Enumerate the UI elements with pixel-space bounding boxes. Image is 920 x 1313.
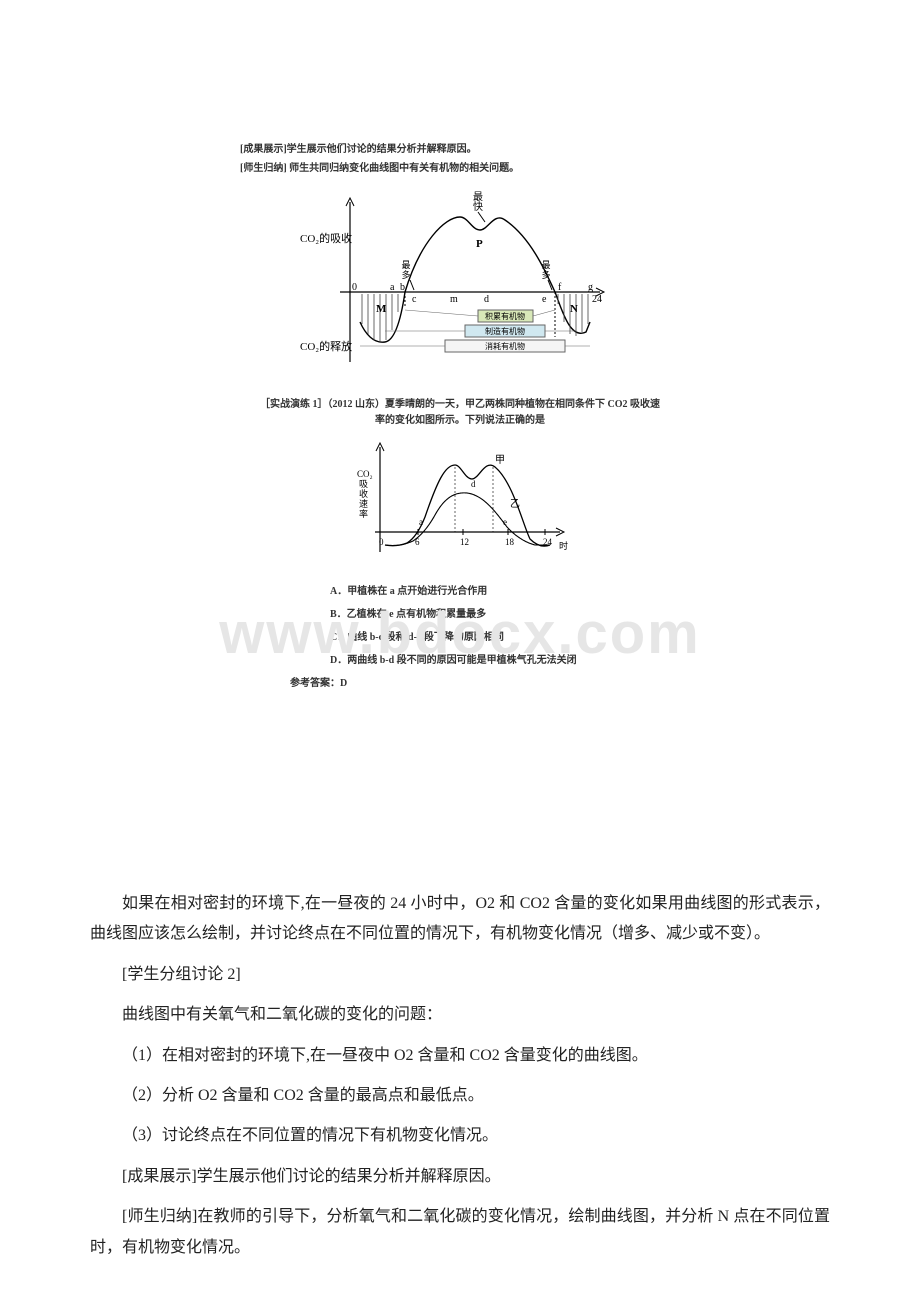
body-text: 如果在相对密封的环境下,在一昼夜的 24 小时中，O2 和 CO2 含量的变化如… bbox=[90, 889, 830, 1263]
para-3: 曲线图中有关氧气和二氧化碳的变化的问题： bbox=[90, 1000, 830, 1030]
para-8: [师生归纳]在教师的引导下，分析氧气和二氧化碳的变化情况，绘制曲线图，并分析 N… bbox=[90, 1202, 830, 1263]
fig1-N: N bbox=[570, 303, 578, 315]
figure-2: CO₂ 吸 收 速 率 0 6 12 18 24 时 甲 乙 a d e bbox=[90, 437, 830, 572]
svg-text:d: d bbox=[471, 479, 476, 489]
svg-text:快: 快 bbox=[473, 201, 483, 213]
svg-text:吸: 吸 bbox=[359, 479, 368, 489]
fig2-ylabel: CO₂ bbox=[357, 469, 373, 479]
fig1-P: P bbox=[476, 238, 483, 250]
svg-text:d: d bbox=[484, 294, 489, 305]
fig1-box2: 制造有机物 bbox=[485, 326, 525, 336]
exercise-caption: ［实战演练 1］（2012 山东）夏季晴朗的一天，甲乙两株同种植物在相同条件下 … bbox=[260, 397, 660, 429]
header-line-2: [师生归纳] 师生共同归纳变化曲线图中有关有机物的相关问题。 bbox=[90, 159, 830, 174]
figure2-svg: CO₂ 吸 收 速 率 0 6 12 18 24 时 甲 乙 a d e bbox=[345, 437, 575, 567]
svg-text:18: 18 bbox=[505, 537, 515, 547]
svg-text:f: f bbox=[558, 282, 562, 293]
answer: 参考答案：D bbox=[90, 674, 830, 689]
fig1-box3: 消耗有机物 bbox=[485, 341, 525, 351]
svg-text:最: 最 bbox=[541, 260, 550, 270]
svg-text:e: e bbox=[542, 294, 547, 305]
para-4: （1）在相对密封的环境下,在一昼夜中 O2 含量和 CO2 含量变化的曲线图。 bbox=[90, 1041, 830, 1071]
svg-text:收: 收 bbox=[359, 488, 368, 499]
svg-text:a: a bbox=[390, 282, 395, 293]
figure-1: CO₂的吸收 CO₂的释放 M N 最 快 P bbox=[90, 182, 830, 387]
para-2: [学生分组讨论 2] bbox=[90, 960, 830, 990]
fig1-M: M bbox=[376, 303, 387, 315]
svg-text:多: 多 bbox=[541, 269, 550, 280]
svg-text:最: 最 bbox=[401, 260, 410, 270]
svg-text:乙: 乙 bbox=[510, 498, 520, 510]
svg-text:b: b bbox=[400, 282, 405, 293]
svg-text:c: c bbox=[412, 294, 417, 305]
header-line-1: [成果展示]学生展示他们讨论的结果分析并解释原因。 bbox=[90, 140, 830, 155]
svg-text:e: e bbox=[503, 517, 507, 527]
option-a: A．甲植株在 a 点开始进行光合作用 bbox=[330, 582, 830, 597]
svg-text:12: 12 bbox=[460, 537, 469, 547]
para-6: （3）讨论终点在不同位置的情况下有机物变化情况。 bbox=[90, 1121, 830, 1151]
watermark-text: www.bdocx.com bbox=[219, 600, 700, 667]
svg-text:g: g bbox=[588, 282, 593, 293]
figure1-svg: CO₂的吸收 CO₂的释放 M N 最 快 P bbox=[290, 182, 630, 382]
fig1-ylabel-top: CO₂的吸收 bbox=[300, 231, 352, 245]
fig1-box1: 积累有机物 bbox=[485, 311, 525, 321]
svg-text:速: 速 bbox=[359, 499, 368, 509]
svg-text:0: 0 bbox=[352, 282, 357, 293]
svg-text:a: a bbox=[419, 517, 423, 527]
para-7: [成果展示]学生展示他们讨论的结果分析并解释原因。 bbox=[90, 1162, 830, 1192]
svg-text:0: 0 bbox=[379, 537, 384, 547]
svg-text:m: m bbox=[450, 294, 458, 305]
svg-text:多: 多 bbox=[401, 269, 410, 280]
fig2-xlabel: 时 bbox=[559, 540, 568, 551]
para-5: （2）分析 O2 含量和 CO2 含量的最高点和最低点。 bbox=[90, 1081, 830, 1111]
fig1-ylabel-bot: CO₂的释放 bbox=[300, 339, 352, 353]
para-1: 如果在相对密封的环境下,在一昼夜的 24 小时中，O2 和 CO2 含量的变化如… bbox=[90, 889, 830, 950]
svg-text:率: 率 bbox=[359, 508, 368, 519]
svg-text:甲: 甲 bbox=[495, 455, 505, 466]
svg-text:24: 24 bbox=[592, 294, 602, 305]
